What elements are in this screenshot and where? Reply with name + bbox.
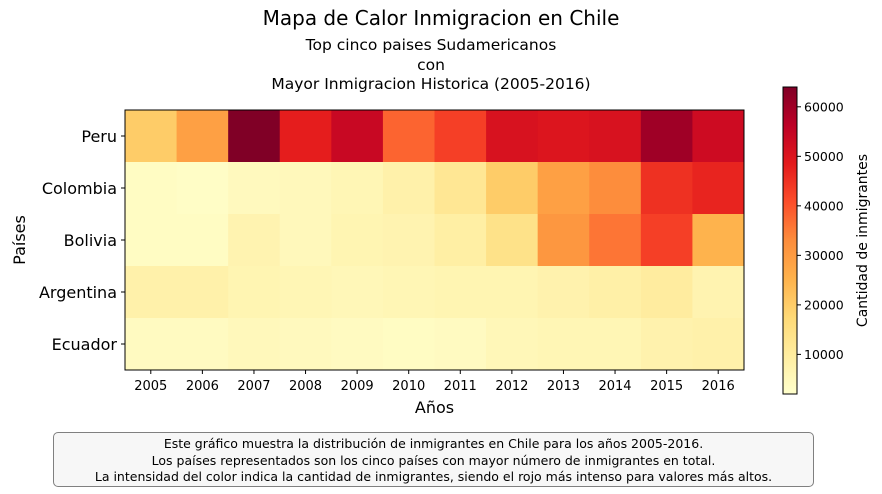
heatmap-cell (692, 162, 745, 215)
heatmap-cell (125, 318, 178, 371)
heatmap-cell (640, 162, 693, 215)
colorbar-tick-label: 30000 (804, 248, 844, 263)
heatmap-cell (486, 214, 539, 267)
x-tick-label: 2008 (289, 379, 322, 394)
heatmap-cell (589, 162, 642, 215)
heatmap-cell (692, 318, 745, 371)
heatmap-cell (331, 214, 384, 267)
heatmap-cell (125, 110, 178, 163)
heatmap-cell (382, 214, 435, 267)
x-tick-label: 2013 (547, 379, 580, 394)
colorbar-tick-label: 40000 (804, 198, 844, 213)
heatmap-cell (640, 318, 693, 371)
y-tick-label: Argentina (39, 283, 117, 302)
heatmap-cell (176, 162, 229, 215)
heatmap-cell (279, 318, 332, 371)
heatmap-cell (125, 266, 178, 319)
x-axis-label: Años (415, 398, 454, 417)
x-tick-label: 2010 (392, 379, 425, 394)
x-tick-label: 2006 (186, 379, 219, 394)
heatmap-cell (434, 266, 487, 319)
heatmap-cell (640, 110, 693, 163)
heatmap-cell (382, 110, 435, 163)
heatmap-cell (589, 214, 642, 267)
x-tick-label: 2015 (650, 379, 683, 394)
heatmap-cell (125, 214, 178, 267)
heatmap-cell (228, 318, 281, 371)
colorbar-tick-label: 20000 (804, 297, 844, 312)
heatmap-cell (382, 162, 435, 215)
heatmap-cell (537, 214, 590, 267)
chart-subtitle: Top cinco paises Sudamericanos con Mayor… (0, 36, 862, 95)
x-tick-label: 2009 (341, 379, 374, 394)
colorbar-tick-label: 10000 (804, 347, 844, 362)
heatmap-cell (692, 214, 745, 267)
heatmap-cell (382, 318, 435, 371)
caption-box: Este gráfico muestra la distribución de … (53, 432, 814, 487)
heatmap-cell (331, 318, 384, 371)
heatmap-cell (331, 110, 384, 163)
chart-title: Mapa de Calor Inmigracion en Chile (262, 6, 620, 30)
y-axis-label: Países (10, 215, 29, 265)
colorbar-label: Cantidad de inmigrantes (855, 154, 871, 327)
x-tick-label: 2012 (495, 379, 528, 394)
heatmap-cell (640, 214, 693, 267)
y-tick-label: Peru (81, 127, 117, 146)
x-tick-label: 2014 (598, 379, 631, 394)
x-tick-label: 2016 (702, 379, 735, 394)
subtitle-line-2: con (417, 55, 445, 74)
heatmap-chart: 2005 2006 2007 2008 2009 2010 2011 2012 2013 2014… (10, 86, 871, 417)
heatmap-cell (486, 266, 539, 319)
heatmap-cell (434, 162, 487, 215)
heatmap-cell (589, 318, 642, 371)
colorbar-tick-label: 60000 (804, 99, 844, 114)
caption-line-1: Este gráfico muestra la distribución de … (163, 436, 704, 451)
heatmap-cell (331, 266, 384, 319)
heatmap-cell (589, 110, 642, 163)
colorbar-tick-label: 50000 (804, 149, 844, 164)
heatmap-cell (537, 266, 590, 319)
heatmap-cell (382, 266, 435, 319)
heatmap-cell (486, 162, 539, 215)
y-tick-label: Bolivia (64, 231, 117, 250)
heatmap-cell (537, 318, 590, 371)
x-tick-label: 2011 (444, 379, 477, 394)
x-tick-label: 2005 (134, 379, 167, 394)
heatmap-cell (279, 266, 332, 319)
heatmap-cell (228, 110, 281, 163)
y-tick-label: Ecuador (52, 335, 118, 354)
heatmap-cell (537, 110, 590, 163)
subtitle-line-3: Mayor Inmigracion Historica (2005-2016) (271, 75, 591, 93)
heatmap-cell (228, 214, 281, 267)
heatmap-cell (125, 162, 178, 215)
heatmap-cell (640, 266, 693, 319)
heatmap-cell (486, 318, 539, 371)
caption-line-2: Los países representados son los cinco p… (151, 452, 716, 468)
heatmap-cell (692, 266, 745, 319)
heatmap-cell (486, 110, 539, 163)
caption-line-3: La intensidad del color indica la cantid… (94, 469, 773, 484)
heatmap-cell (176, 110, 229, 163)
x-tick-label: 2007 (237, 379, 270, 394)
heatmap-cell (279, 214, 332, 267)
subtitle-line-1: Top cinco paises Sudamericanos (305, 36, 557, 54)
heatmap-cell (228, 162, 281, 215)
heatmap-cell (434, 318, 487, 371)
heatmap-cell (434, 214, 487, 267)
heatmap-cell (589, 266, 642, 319)
heatmap-cell (228, 266, 281, 319)
heatmap-cell (176, 318, 229, 371)
heatmap-cell (176, 214, 229, 267)
heatmap-cell (434, 110, 487, 163)
heatmap-cell (537, 162, 590, 215)
heatmap-cell (176, 266, 229, 319)
heatmap-cell (331, 162, 384, 215)
y-tick-label: Colombia (42, 179, 117, 198)
heatmap-cell (279, 162, 332, 215)
heatmap-cell (279, 110, 332, 163)
heatmap-cell (692, 110, 745, 163)
colorbar (782, 86, 798, 395)
